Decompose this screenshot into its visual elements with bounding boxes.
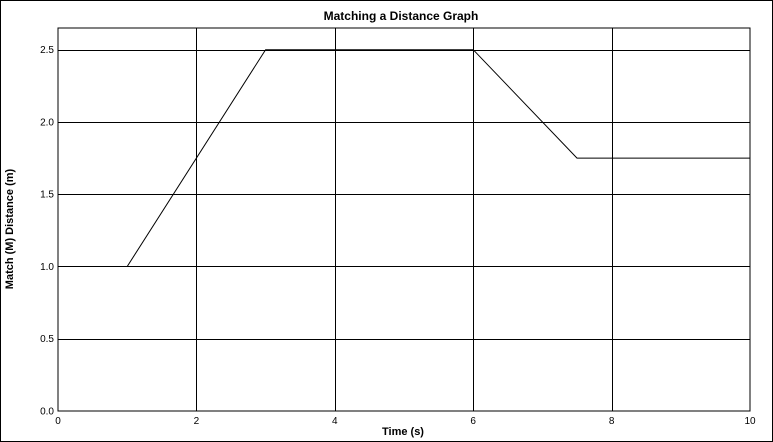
series-line [58,49,750,267]
y-axis-label: Match (M) Distance (m) [4,168,16,289]
y-tick-label: 2.0 [40,117,54,128]
y-tick-label: 0.5 [40,334,54,345]
y-tick-label: 1.0 [40,262,54,273]
x-tick-label: 6 [470,416,476,427]
grid [58,28,750,411]
y-tick-label: 2.5 [40,45,54,56]
x-tick-label: 2 [194,416,200,427]
plot-area [57,27,751,412]
x-axis-label: Time (s) [382,426,424,438]
x-tick-label: 8 [609,416,615,427]
y-tick-label: 0.0 [40,407,54,418]
y-tick-label: 1.5 [40,190,54,201]
series [58,49,750,267]
x-tick-label: 0 [55,416,61,427]
x-tick-label: 4 [332,416,338,427]
chart-title: Matching a Distance Graph [324,9,479,23]
tick-labels: 0 2 4 6 8 10 0.0 0.5 1.0 1.5 2.0 2.5 [40,45,756,427]
x-tick-label: 10 [744,416,756,427]
